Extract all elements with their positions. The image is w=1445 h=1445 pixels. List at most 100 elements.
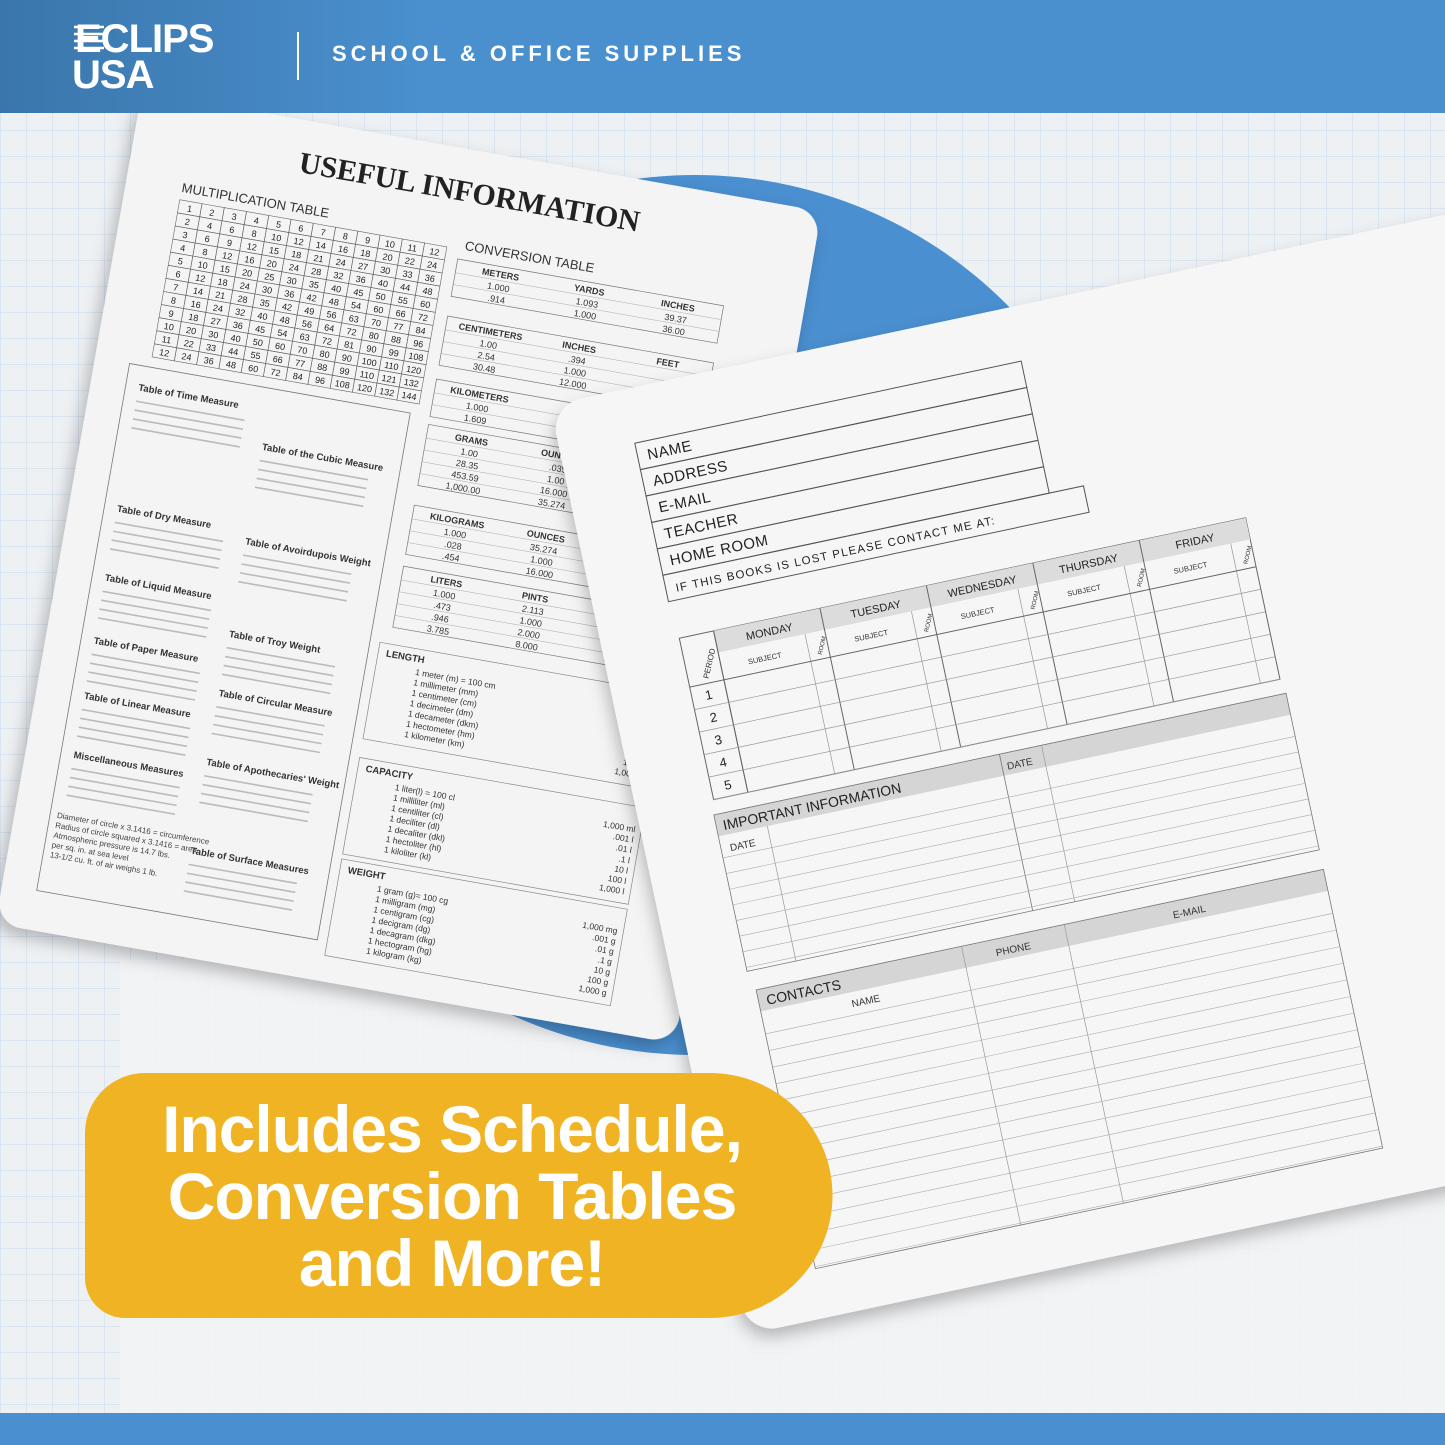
table-number: 99 bbox=[339, 365, 351, 377]
table-number: 21 bbox=[313, 253, 325, 265]
rule-line bbox=[739, 814, 1312, 937]
units-value: 100 l bbox=[607, 873, 627, 886]
rule-line bbox=[81, 708, 191, 730]
rule-line bbox=[89, 662, 199, 684]
conversion-value: 1.00 bbox=[479, 338, 498, 351]
table-number: 25 bbox=[264, 271, 276, 283]
rule-line bbox=[772, 946, 1340, 1068]
table-number: 80 bbox=[319, 348, 331, 360]
table-number: 90 bbox=[366, 343, 378, 355]
table-number: 20 bbox=[241, 267, 253, 279]
table-number: 20 bbox=[185, 325, 197, 337]
period-number: 2 bbox=[708, 709, 718, 725]
rule-line bbox=[211, 732, 321, 754]
room-label: ROOM bbox=[1244, 545, 1254, 565]
table-number: 8 bbox=[170, 295, 177, 306]
period-number: 1 bbox=[704, 687, 714, 703]
header-bar bbox=[0, 0, 1445, 113]
conversion-value: 2.113 bbox=[521, 603, 544, 617]
table-number: 63 bbox=[299, 331, 311, 343]
table-number: 30 bbox=[380, 265, 392, 277]
rule-line bbox=[224, 655, 334, 677]
room-label: ROOM bbox=[924, 613, 934, 633]
table-number: 108 bbox=[334, 378, 351, 390]
rule-line bbox=[1017, 588, 1048, 729]
rule-line bbox=[793, 1046, 1362, 1168]
table-number: 44 bbox=[399, 282, 411, 294]
table-number: 9 bbox=[226, 238, 233, 249]
rule-line bbox=[455, 272, 722, 320]
table-number: 15 bbox=[219, 263, 231, 275]
table-number: 9 bbox=[364, 235, 371, 246]
date-label: DATE bbox=[729, 838, 757, 854]
rule-line bbox=[453, 284, 720, 332]
table-number: 5 bbox=[275, 219, 282, 230]
rule-line bbox=[239, 572, 349, 593]
table-number: 10 bbox=[384, 238, 396, 250]
table-number: 77 bbox=[294, 358, 306, 370]
table-number: 48 bbox=[422, 286, 434, 298]
rule-line bbox=[722, 736, 1296, 859]
rule-line bbox=[80, 717, 189, 739]
table-number: 27 bbox=[357, 261, 369, 273]
table-number: 16 bbox=[190, 299, 202, 311]
conversion-value: 2.000 bbox=[517, 627, 541, 641]
table-number: 144 bbox=[401, 390, 418, 402]
room-label: ROOM bbox=[818, 636, 828, 656]
table-number: 7 bbox=[320, 227, 327, 238]
table-number: 132 bbox=[403, 377, 420, 389]
table-number: 32 bbox=[234, 307, 246, 319]
tagline: SCHOOL & OFFICE SUPPLIES bbox=[332, 41, 745, 66]
table-number: 45 bbox=[353, 287, 365, 299]
table-number: 96 bbox=[412, 338, 424, 350]
banner-line: and More! bbox=[299, 1226, 605, 1300]
rule-line bbox=[102, 590, 212, 612]
table-number: 20 bbox=[266, 258, 278, 270]
rule-line bbox=[786, 1012, 1355, 1135]
conversion-value: 39.37 bbox=[664, 312, 688, 326]
rule-line bbox=[183, 890, 293, 911]
table-number: 64 bbox=[323, 322, 335, 334]
rule-line bbox=[186, 872, 296, 894]
rule-line bbox=[78, 726, 188, 748]
table-number: 72 bbox=[346, 326, 358, 338]
table-number: 10 bbox=[197, 259, 209, 271]
rule-line bbox=[729, 767, 1302, 890]
rule-line bbox=[68, 785, 177, 807]
room-label: ROOM bbox=[1031, 591, 1041, 611]
table-number: 36 bbox=[284, 288, 296, 300]
units-value: .01 g bbox=[594, 943, 615, 956]
rule-line bbox=[257, 468, 367, 490]
conversion-value: 1.000 bbox=[486, 281, 510, 295]
conversion-value: 16.000 bbox=[525, 566, 554, 581]
rule-line bbox=[800, 1079, 1369, 1201]
conversion-value: 12.000 bbox=[558, 376, 587, 391]
rule-line bbox=[134, 409, 244, 430]
conversion-value: 1.000 bbox=[519, 615, 543, 629]
units-box bbox=[342, 757, 646, 905]
rule-line bbox=[88, 671, 197, 692]
conversion-value: 1.000 bbox=[563, 365, 587, 379]
table-number: 8 bbox=[251, 228, 258, 239]
schedule-header bbox=[713, 517, 1251, 653]
table-number: 8 bbox=[342, 231, 349, 242]
rule-line bbox=[814, 1145, 1383, 1268]
units-value: .1 l bbox=[618, 854, 631, 866]
conversion-value: 1.000 bbox=[530, 554, 554, 568]
table-number: 12 bbox=[195, 273, 207, 285]
rule-line bbox=[797, 1062, 1365, 1184]
rule-line bbox=[221, 673, 331, 695]
table-number: 18 bbox=[188, 312, 200, 324]
table-number: 4 bbox=[253, 215, 260, 226]
rule-line bbox=[100, 599, 210, 621]
table-number: 35 bbox=[308, 279, 320, 291]
table-number: 33 bbox=[205, 342, 217, 354]
rule-line bbox=[807, 1112, 1376, 1234]
rule-line bbox=[214, 714, 324, 736]
rule-line bbox=[114, 521, 224, 543]
rule-line bbox=[66, 794, 176, 816]
table-number: 21 bbox=[214, 290, 226, 302]
rule-line bbox=[911, 611, 942, 752]
units-value: .01 l bbox=[615, 842, 633, 855]
